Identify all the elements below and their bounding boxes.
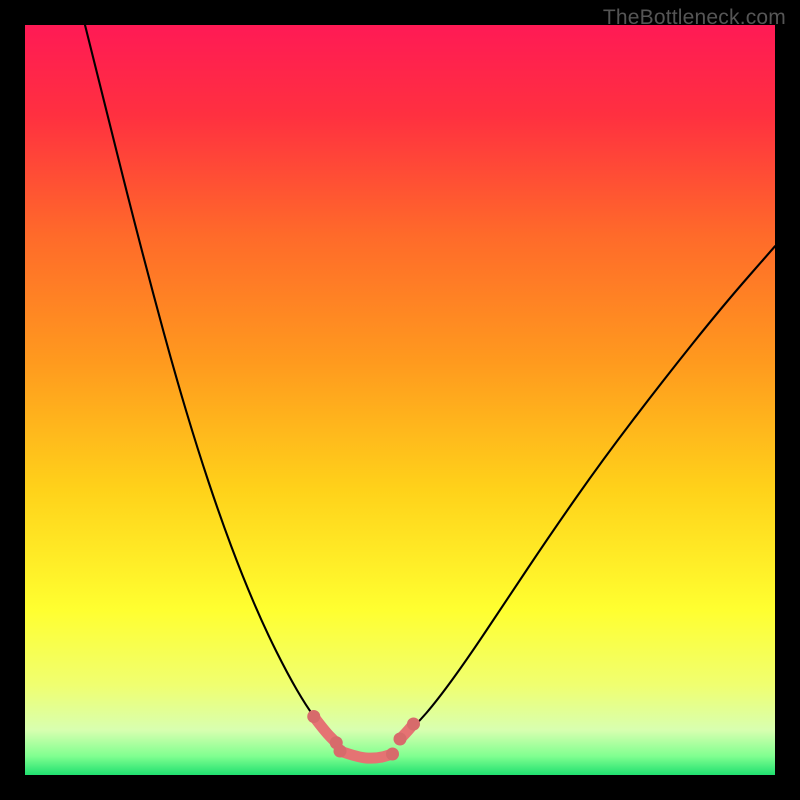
plot-area <box>25 25 775 775</box>
marker-bottom-endpoint-end <box>386 748 399 761</box>
marker-bottom-endpoint-start <box>334 745 347 758</box>
marker-right-endpoint-start <box>394 733 407 746</box>
watermark-label: TheBottleneck.com <box>603 6 786 30</box>
gradient-background <box>25 25 775 775</box>
marker-left-endpoint-start <box>307 710 320 723</box>
chart-svg <box>25 25 775 775</box>
marker-right-endpoint-end <box>407 718 420 731</box>
chart-container: TheBottleneck.com <box>0 0 800 800</box>
